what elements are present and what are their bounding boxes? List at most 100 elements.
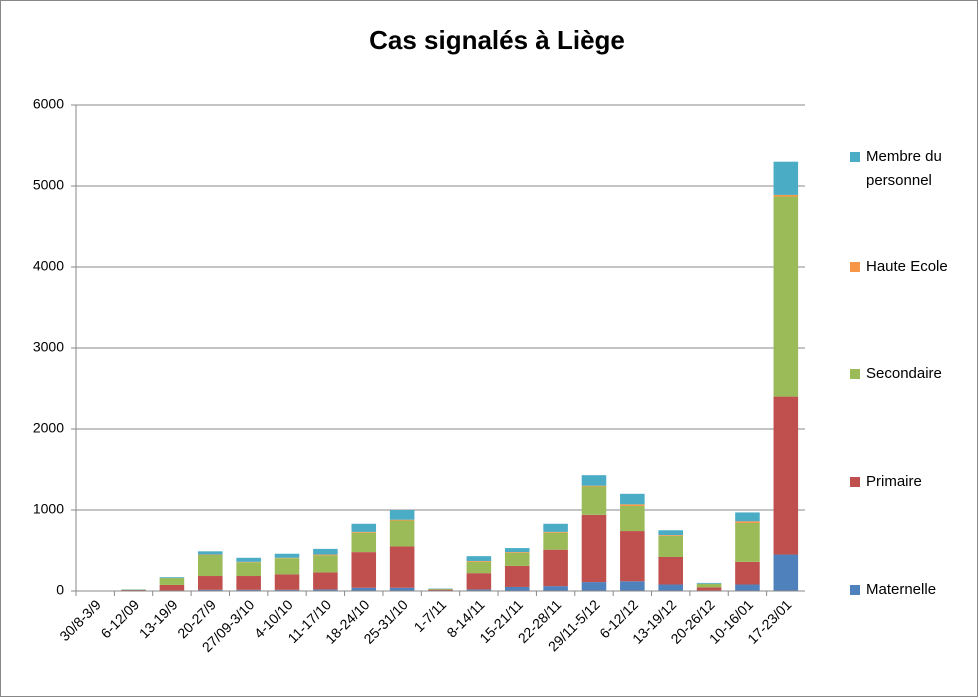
bar-segment: [773, 161, 799, 195]
bar-segment: [466, 573, 492, 590]
bar-segment: [620, 504, 645, 506]
bar-segment: [658, 556, 683, 585]
bar-segment: [351, 532, 377, 553]
bar-segment: [466, 589, 492, 591]
bar-segment: [504, 552, 530, 566]
bar-segment: [121, 590, 146, 591]
bar-segment: [620, 581, 645, 591]
bar-segment: [274, 589, 300, 591]
bar-segment: [274, 558, 300, 575]
bar-segment: [581, 485, 607, 487]
bar-segment: [504, 552, 530, 553]
bar-segment: [658, 535, 683, 536]
y-tick-label: 1000: [33, 501, 64, 517]
bar-segment: [581, 514, 607, 583]
bar-segment: [159, 584, 185, 591]
bar-segment: [696, 583, 722, 588]
y-tick-label: 0: [56, 582, 64, 598]
bar-segment: [351, 587, 377, 591]
bar-segment: [504, 565, 530, 587]
bar-segment: [543, 532, 568, 550]
bar-segment: [735, 512, 760, 522]
bar-segment: [198, 589, 223, 591]
bar-segment: [620, 531, 645, 582]
legend-label: Haute Ecole: [866, 258, 948, 275]
bar-segment: [735, 584, 760, 591]
bar-segment: [696, 587, 722, 591]
bar-segment: [773, 554, 799, 591]
legend-label: Primaire: [866, 473, 922, 490]
bar-segment: [773, 196, 799, 397]
bar-segment: [620, 505, 645, 532]
legend-label: Secondaire: [866, 365, 942, 382]
bar-segment: [351, 552, 377, 588]
legend-label: Membre du personnel: [866, 148, 942, 189]
bar-segment: [389, 520, 415, 547]
bar-segment: [351, 523, 377, 532]
bar-segment: [735, 521, 760, 523]
bar-segment: [543, 523, 568, 532]
bar-segment: [581, 582, 607, 591]
y-tick-label: 5000: [33, 177, 64, 193]
bar-segment: [198, 551, 223, 555]
bar-segment: [428, 588, 453, 590]
bar-segment: [198, 554, 223, 577]
bar-segment: [504, 548, 530, 553]
bar-segment: [658, 530, 683, 536]
bar-segment: [236, 576, 261, 590]
bar-segment: [620, 493, 645, 505]
bar-segment: [466, 561, 492, 562]
legend-item: Maternelle: [850, 578, 970, 602]
bar-segment: [236, 589, 261, 591]
bar-segment: [313, 572, 338, 590]
bar-segment: [236, 557, 261, 562]
bar-segment: [658, 584, 683, 591]
legend-swatch: [850, 369, 860, 379]
bar-segment: [159, 578, 185, 585]
bar-segment: [735, 522, 760, 562]
bar-segment: [658, 535, 683, 557]
bar-segment: [543, 586, 568, 591]
y-tick-label: 2000: [33, 420, 64, 436]
legend-swatch: [850, 152, 860, 162]
bar-segment: [696, 582, 722, 584]
legend-item: Primaire: [850, 470, 970, 494]
legend-label: Maternelle: [866, 581, 937, 598]
bar-segment: [504, 586, 530, 591]
bar-segment: [773, 194, 799, 197]
legend-item: Haute Ecole: [850, 255, 970, 279]
bar-segment: [581, 486, 607, 515]
bar-segment: [773, 396, 799, 555]
legend-item: Membre du personnel: [850, 145, 970, 193]
legend-swatch: [850, 585, 860, 595]
bar-segment: [313, 554, 338, 556]
bar-segment: [236, 562, 261, 577]
bar-segment: [159, 577, 185, 579]
bar-segment: [389, 510, 415, 520]
bar-segment: [313, 555, 338, 573]
bar-segment: [428, 589, 453, 591]
bar-segment: [274, 574, 300, 590]
bar-segment: [581, 475, 607, 486]
bar-segment: [543, 549, 568, 587]
bar-segment: [198, 576, 223, 590]
legend-swatch: [850, 262, 860, 272]
bar-segment: [735, 561, 760, 585]
bar-segment: [466, 556, 492, 562]
legend-item: Secondaire: [850, 362, 970, 386]
legend-swatch: [850, 477, 860, 487]
bar-segment: [313, 589, 338, 591]
bar-segment: [466, 561, 492, 574]
bar-segment: [389, 546, 415, 588]
bar-segment: [389, 519, 415, 521]
chart-title: Cas signalés à Liège: [369, 25, 625, 55]
y-tick-label: 3000: [33, 339, 64, 355]
bar-segment: [543, 531, 568, 533]
bar-segment: [389, 587, 415, 591]
y-tick-label: 6000: [33, 96, 64, 112]
bar-segment: [351, 531, 377, 533]
bar-segment: [274, 553, 300, 558]
bar-segment: [313, 548, 338, 555]
